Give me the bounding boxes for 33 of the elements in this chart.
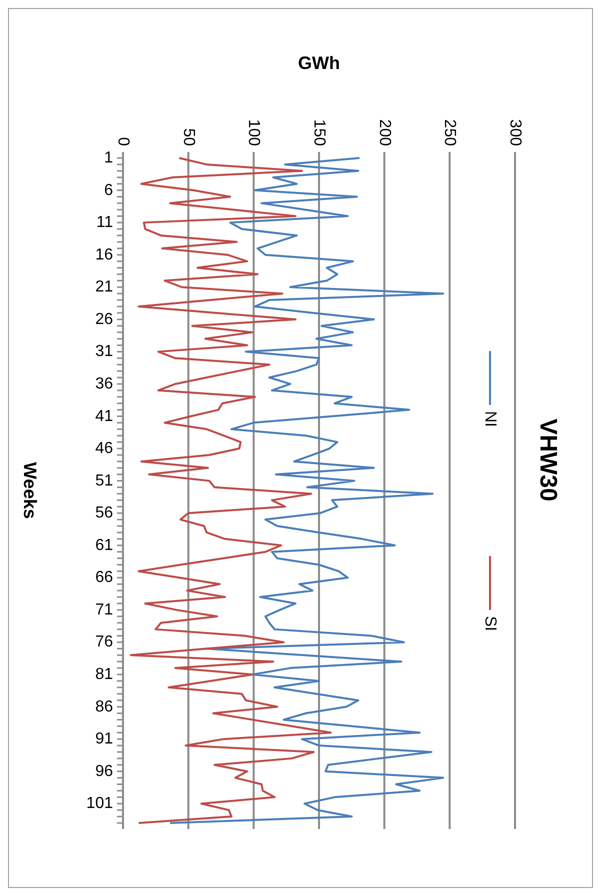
y-tick-label: 11: [96, 214, 114, 232]
x-tick-label: 200: [376, 119, 393, 146]
y-tick-label: 101: [86, 795, 114, 812]
y-tick-label: 16: [95, 246, 114, 264]
y-tick-label: 1: [104, 150, 114, 166]
y-tick-label: 41: [95, 408, 114, 425]
y-tick-label: 31: [95, 343, 114, 360]
y-tick-label: 76: [95, 634, 114, 651]
x-tick-label: 0: [114, 137, 132, 146]
y-tick-label: 6: [104, 182, 114, 199]
text: NI: [482, 411, 498, 427]
y-tick-label: 61: [95, 536, 114, 554]
y-tick-label: 26: [95, 310, 114, 328]
x-tick-label: 300: [506, 119, 524, 146]
y-tick-label: 86: [95, 698, 114, 716]
y-tick-label: 71: [95, 601, 114, 618]
y-tick-label: 51: [95, 472, 114, 490]
x-tick-label: 100: [245, 119, 262, 146]
text: VHW30: [534, 418, 562, 502]
y-tick-label: 81: [95, 666, 114, 684]
x-tick-label: 150: [310, 119, 328, 146]
y-tick-label: 36: [95, 375, 114, 392]
y-tick-label: 46: [95, 440, 114, 458]
y-tick-label: 66: [95, 569, 114, 586]
y-tick-label: 91: [95, 730, 114, 748]
text: SI: [482, 616, 498, 632]
y-tick-label: 96: [95, 762, 114, 780]
x-tick-label: 50: [180, 128, 197, 146]
y-tick-label: 21: [95, 278, 114, 296]
x-tick-label: 250: [441, 119, 458, 146]
y-axis-title: Weeks: [20, 462, 40, 519]
x-axis-title: GWh: [298, 53, 340, 73]
y-tick-label: 56: [95, 504, 114, 522]
